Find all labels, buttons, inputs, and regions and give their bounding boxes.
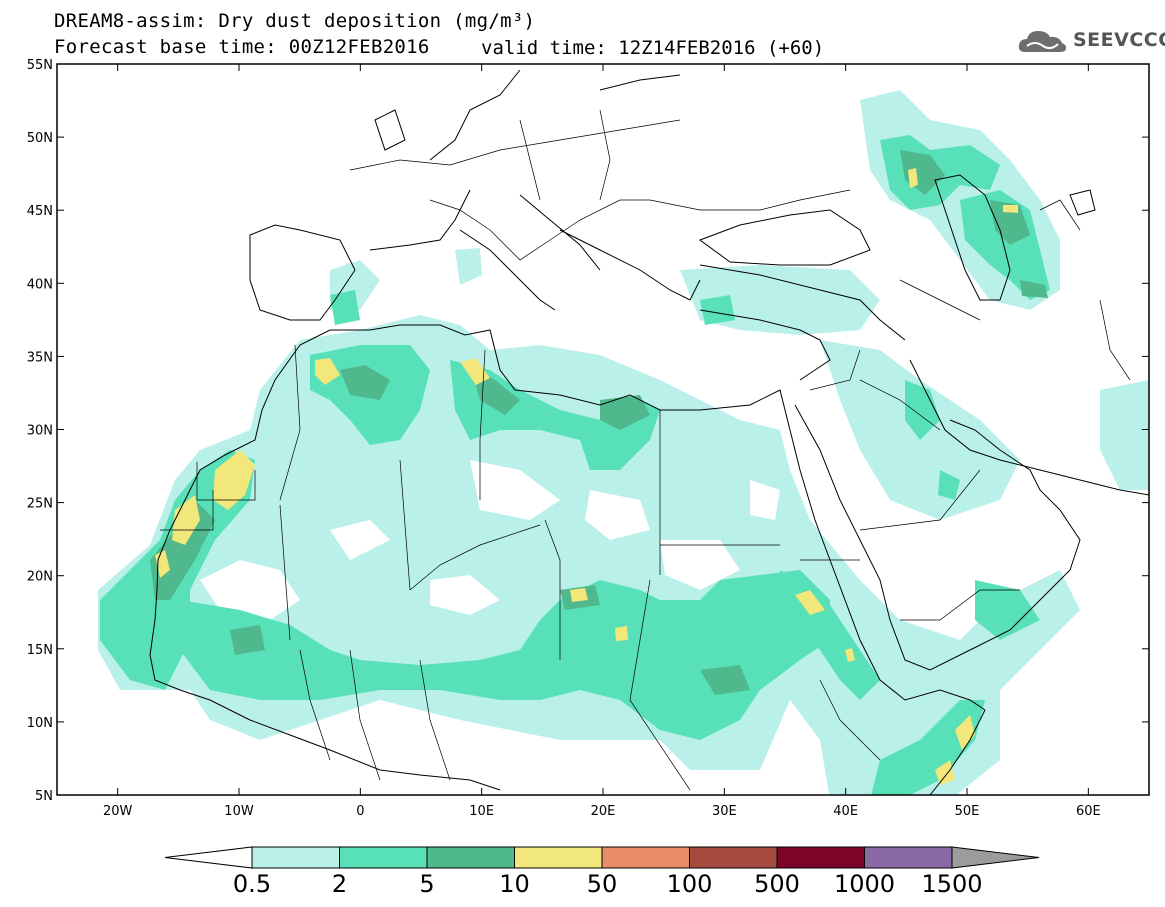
colorbar-label: 50 (586, 870, 618, 898)
map-title: DREAM8-assim: Dry dust deposition (mg/m³… (54, 10, 536, 32)
colorbar-swatch (514, 846, 603, 869)
valid-time: valid time: 12Z14FEB2016 (+60) (481, 37, 825, 59)
colorbar-label: 5 (419, 870, 435, 898)
colorbar-label: 1000 (833, 870, 896, 898)
colorbar-swatch (426, 846, 515, 869)
lon-tick-label: 10E (469, 804, 494, 819)
lat-tick-label: 40N (27, 277, 53, 292)
colorbar-under-triangle (164, 846, 253, 869)
colorbar-label: 0.5 (232, 870, 272, 898)
lon-tick-label: 40E (833, 804, 858, 819)
lon-tick-label: 30E (712, 804, 737, 819)
colorbar (164, 846, 1040, 869)
longitude-axis: 20W 10W 0 10E 20E 30E 40E 50E 60E (103, 64, 1101, 819)
lat-tick-label: 15N (27, 643, 53, 658)
lat-tick-label: 25N (27, 497, 53, 512)
lat-tick-label: 10N (27, 716, 53, 731)
lat-tick-label: 20N (27, 570, 53, 585)
colorbar-swatch (339, 846, 428, 869)
colorbar-label: 10 (499, 870, 530, 898)
colorbar-label: 2 (331, 870, 348, 898)
lat-tick-label: 5N (35, 789, 53, 804)
coastlines (149, 69, 1149, 795)
lon-tick-label: 20W (103, 804, 133, 819)
lat-tick-label: 45N (27, 204, 53, 219)
lon-tick-label: 60E (1076, 804, 1101, 819)
lon-tick-label: 0 (356, 804, 364, 819)
country-borders (160, 109, 1131, 791)
colorbar-label: 1500 (921, 870, 983, 898)
latitude-axis: 55N 50N 45N 40N 35N 30N 25N 20N 15N 10N 5N (27, 58, 1149, 804)
lat-tick-label: 35N (27, 350, 53, 365)
colorbar-label: 500 (754, 870, 800, 898)
lat-tick-label: 50N (27, 131, 53, 146)
deposition-shading (98, 90, 1149, 795)
colorbar-label: 100 (666, 870, 713, 898)
lat-tick-label: 55N (27, 58, 53, 73)
lon-tick-label: 10W (224, 804, 254, 819)
colorbar-swatch (251, 846, 340, 869)
seevccc-logo: SEEVCCC (1017, 26, 1165, 58)
cloud-icon (1018, 31, 1067, 52)
lon-tick-label: 20E (591, 804, 616, 819)
logo-text: SEEVCCC (1073, 29, 1165, 51)
colorbar-swatch (864, 846, 953, 869)
colorbar-over-triangle (951, 846, 1040, 869)
lat-tick-label: 30N (27, 424, 53, 439)
colorbar-swatch (689, 846, 778, 869)
colorbar-swatch (601, 846, 690, 869)
colorbar-swatch (776, 846, 865, 869)
base-time: Forecast base time: 00Z12FEB2016 (54, 36, 430, 58)
lon-tick-label: 50E (955, 804, 980, 819)
